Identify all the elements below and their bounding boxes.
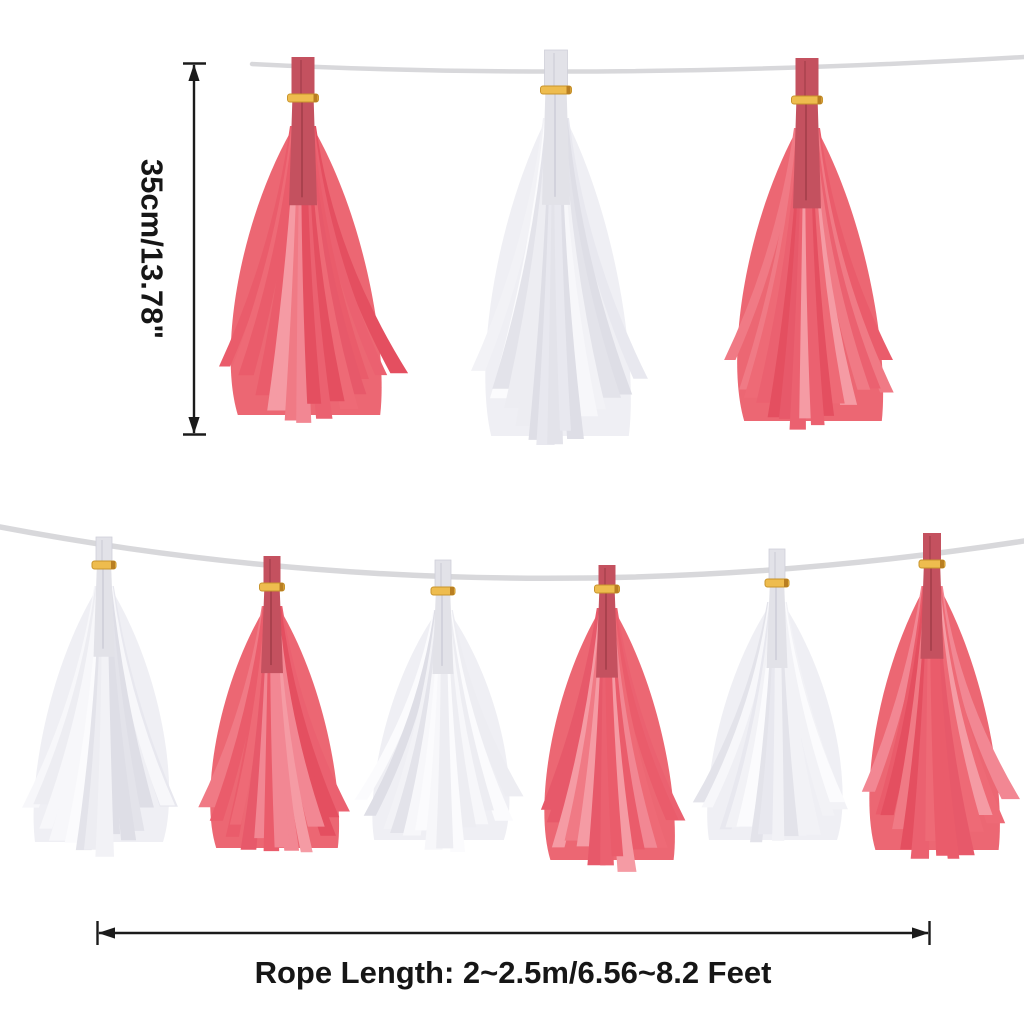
gold-ring [259, 582, 285, 592]
tassel-strip [436, 610, 454, 849]
gold-ring-clasp [817, 96, 822, 104]
tassel-center-strip [920, 561, 944, 659]
tassel-strip [354, 610, 439, 800]
tassel-strip [692, 602, 773, 803]
tassel-strip [229, 606, 271, 825]
tassel-center-strip [261, 584, 283, 674]
gold-ring [287, 93, 319, 103]
tassel-strip [402, 610, 443, 836]
tassel-strip [22, 586, 100, 808]
gold-ring-clasp [111, 561, 115, 569]
arrow-down-icon [188, 417, 200, 434]
tassel-strip [198, 606, 267, 808]
tassel-strip [813, 128, 894, 393]
tassel-strip [937, 586, 1020, 800]
tassel-center-strip [793, 97, 821, 209]
gold-ring-clasp [450, 587, 454, 595]
ropes-layer [0, 54, 1024, 582]
gold-ring-clasp [279, 583, 284, 591]
tassel-white [471, 49, 648, 445]
bottom-garland [22, 533, 1020, 872]
tassel-red [724, 58, 894, 430]
gold-ring-clasp [313, 94, 318, 102]
tassel-strip [724, 128, 800, 360]
tassel-strip [875, 586, 928, 815]
tassel-strip [445, 610, 494, 811]
gold-ring-clasp [940, 560, 944, 568]
tassel-hanger-strip [263, 556, 281, 591]
arrow-left-icon [98, 927, 115, 939]
tassel-strip [105, 586, 145, 831]
rope-length-label: Rope Length: 2~2.5m/6.56~8.2 Feet [255, 955, 772, 990]
gold-ring [430, 586, 456, 596]
tassel-strip [563, 118, 648, 379]
tassel-white [692, 548, 848, 843]
arrow-right-icon [912, 927, 929, 939]
tassel-center-strip [432, 588, 454, 674]
tassel-strip [471, 118, 549, 371]
gold-ring-clasp [566, 86, 571, 94]
gold-ring [918, 559, 946, 569]
tassel-strip [219, 126, 296, 367]
tassel-red [540, 565, 686, 872]
tassel-red [219, 57, 409, 423]
tassel-strip [33, 586, 101, 805]
arrow-up-icon [188, 64, 200, 81]
tassel-strip [447, 610, 524, 797]
height-dimension: 35cm/13.78" [135, 62, 206, 436]
tassel-strip [736, 602, 777, 827]
tassel-strip [309, 126, 388, 376]
gold-ring [791, 95, 823, 105]
tassel-strip [814, 128, 893, 360]
tassel-strip [444, 610, 489, 825]
tassel-strip [892, 586, 931, 830]
tassel-strip [225, 606, 270, 837]
tassel-strip [612, 608, 686, 821]
rope-length-dimension: Rope Length: 2~2.5m/6.56~8.2 Feet [96, 921, 931, 990]
tassel-strip [564, 608, 606, 841]
top-garland [219, 49, 894, 445]
tassel-center-strip [766, 580, 788, 669]
gold-ring [540, 85, 572, 95]
tassel-strip [610, 608, 679, 821]
tassel-red [861, 533, 1020, 859]
tassel-strip [106, 586, 154, 808]
tassel-center-strip [93, 562, 115, 657]
tassel-strip [562, 118, 633, 395]
height-dimension-label: 35cm/13.78" [135, 159, 170, 339]
tassel-hanger-strip [923, 533, 941, 568]
gold-ring [91, 560, 117, 570]
tassel-strip [277, 606, 350, 812]
tassel-hanger-strip [795, 58, 819, 104]
tassel-strip [936, 586, 1006, 824]
tassel-strip [107, 586, 175, 806]
gold-ring [594, 584, 620, 594]
tassel-red [198, 556, 350, 853]
tassel-strip [363, 610, 440, 816]
tassel-white [22, 536, 178, 857]
tassel-center-strip [596, 586, 618, 678]
tassel-strip [778, 602, 821, 835]
garland-rope-top [249, 54, 1024, 74]
tassel-hanger-strip [291, 57, 315, 102]
tassel-white [354, 559, 524, 852]
tassel-center-strip [289, 95, 317, 206]
gold-ring-clasp [614, 585, 619, 593]
gold-ring [764, 578, 790, 588]
tassel-center-strip [542, 87, 570, 205]
garland-rope-bottom [0, 524, 1024, 582]
tassel-strip [95, 586, 114, 857]
tassel-strip [701, 602, 774, 808]
tassel-strip [255, 126, 300, 396]
gold-ring-clasp [784, 579, 788, 587]
